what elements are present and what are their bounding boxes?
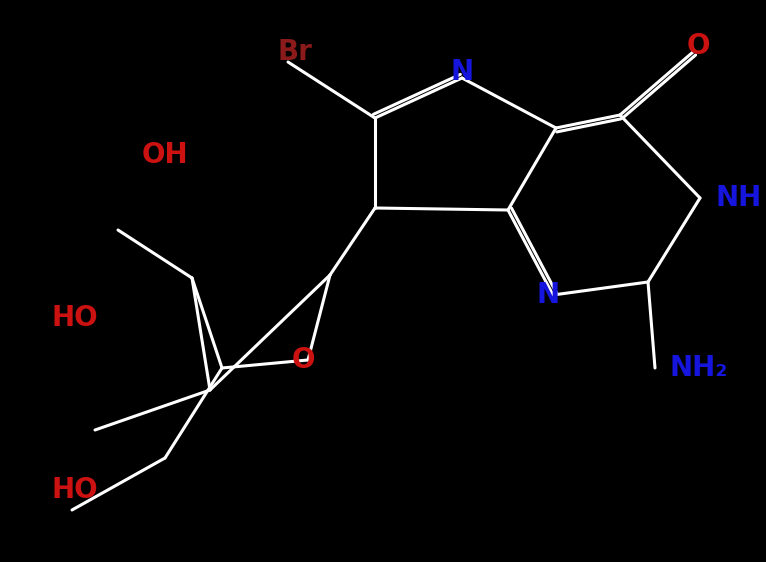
- Text: HO: HO: [51, 304, 98, 332]
- Text: OH: OH: [142, 141, 188, 169]
- Text: HO: HO: [51, 476, 98, 504]
- Text: N: N: [536, 281, 559, 309]
- Text: N: N: [450, 58, 473, 86]
- Text: NH₂: NH₂: [670, 354, 728, 382]
- Text: O: O: [686, 32, 710, 60]
- Text: O: O: [291, 346, 315, 374]
- Text: Br: Br: [277, 38, 313, 66]
- Text: NH: NH: [715, 184, 761, 212]
